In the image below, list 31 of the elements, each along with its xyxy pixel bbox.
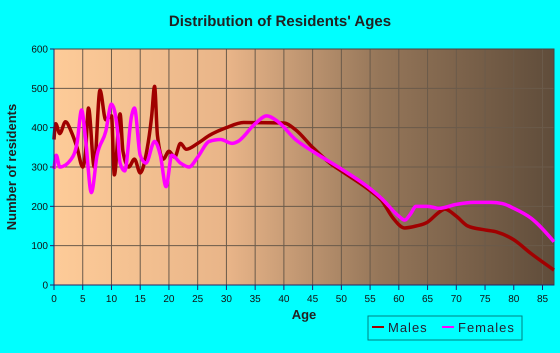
- y-tick-label: 300: [31, 162, 48, 174]
- x-tick-label: 45: [307, 294, 319, 305]
- x-tick-label: 15: [134, 294, 146, 305]
- y-tick-label: 500: [31, 84, 48, 95]
- x-tick-label: 10: [106, 294, 118, 305]
- y-tick-label: 200: [31, 202, 48, 213]
- x-tick-label: 5: [80, 294, 86, 305]
- y-tick-label: 0: [42, 280, 48, 292]
- x-tick-label: 35: [250, 294, 262, 305]
- x-tick-label: 0: [51, 294, 58, 305]
- y-tick-label: 600: [31, 44, 48, 56]
- x-tick-label: 70: [450, 294, 462, 305]
- legend-label: Females: [458, 320, 515, 335]
- x-tick-label: 80: [508, 294, 520, 305]
- x-axis-title: Age: [292, 307, 316, 322]
- legend-label: Males: [388, 320, 428, 335]
- x-tick-label: 50: [336, 294, 348, 305]
- x-tick-label: 75: [479, 294, 492, 305]
- x-tick-label: 85: [536, 294, 549, 305]
- x-tick-label: 30: [220, 294, 232, 305]
- line-series: [52, 102, 556, 244]
- x-tick-label: 60: [393, 294, 405, 305]
- x-tick-label: 20: [163, 294, 175, 305]
- x-tick-label: 55: [364, 294, 376, 305]
- y-tick-label: 400: [31, 123, 48, 134]
- x-tick-label: 65: [422, 294, 434, 305]
- x-tick-label: 25: [192, 294, 204, 305]
- chart-title: Distribution of Residents' Ages: [168, 13, 392, 30]
- x-tick-label: 40: [278, 294, 290, 305]
- y-axis-title: Number of residents: [4, 104, 19, 230]
- y-tick-label: 100: [31, 241, 48, 252]
